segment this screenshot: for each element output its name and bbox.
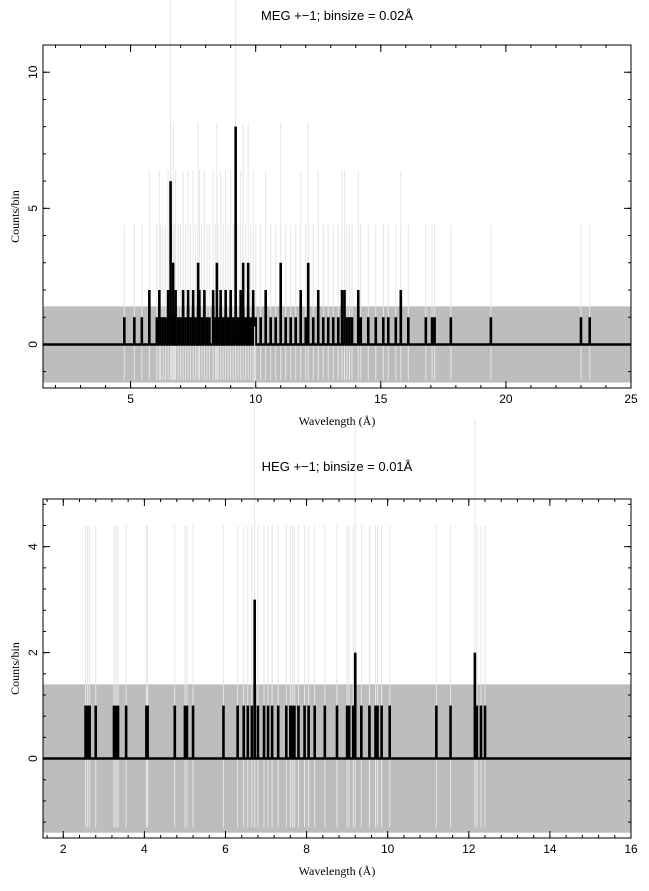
x-tick-label: 20 [499, 392, 513, 406]
y-tick-label: 10 [26, 65, 40, 79]
y-tick-label: 4 [26, 543, 40, 550]
y-tick-label: 5 [26, 205, 40, 212]
y-axis-label: Counts/bin [8, 190, 22, 243]
y-tick-label: 2 [26, 649, 40, 656]
x-tick-label: 12 [462, 842, 476, 856]
y-tick-label: 0 [26, 755, 40, 762]
x-tick-label: 10 [381, 842, 395, 856]
x-tick-label: 10 [249, 392, 263, 406]
plot-frame [42, 498, 632, 839]
x-tick-label: 14 [543, 842, 557, 856]
x-tick-label: 16 [624, 842, 638, 856]
y-tick-label: 0 [26, 341, 40, 348]
x-tick-label: 6 [222, 842, 229, 856]
x-axis-label: Wavelength (Å) [299, 414, 376, 428]
x-axis-label: Wavelength (Å) [299, 864, 376, 878]
y-axis-label: Counts/bin [8, 642, 22, 695]
x-tick-label: 25 [624, 392, 638, 406]
chart-panel-2: HEG +−1; binsize = 0.01Å 2 4 6 8 10 12 14 16 0 2 4 W… [8, 326, 638, 878]
chart-title: HEG +−1; binsize = 0.01Å [262, 459, 413, 474]
x-tick-label: 15 [374, 392, 388, 406]
plot-frame [42, 44, 632, 389]
chart-panel-1: MEG +−1; binsize = 0.02Å 5 10 15 20 25 0 5 10 Wav… [8, 0, 638, 428]
x-tick-label: 4 [141, 842, 148, 856]
x-tick-label: 5 [127, 392, 134, 406]
chart-title: MEG +−1; binsize = 0.02Å [261, 8, 413, 23]
x-tick-label: 2 [60, 842, 67, 856]
x-tick-label: 8 [303, 842, 310, 856]
